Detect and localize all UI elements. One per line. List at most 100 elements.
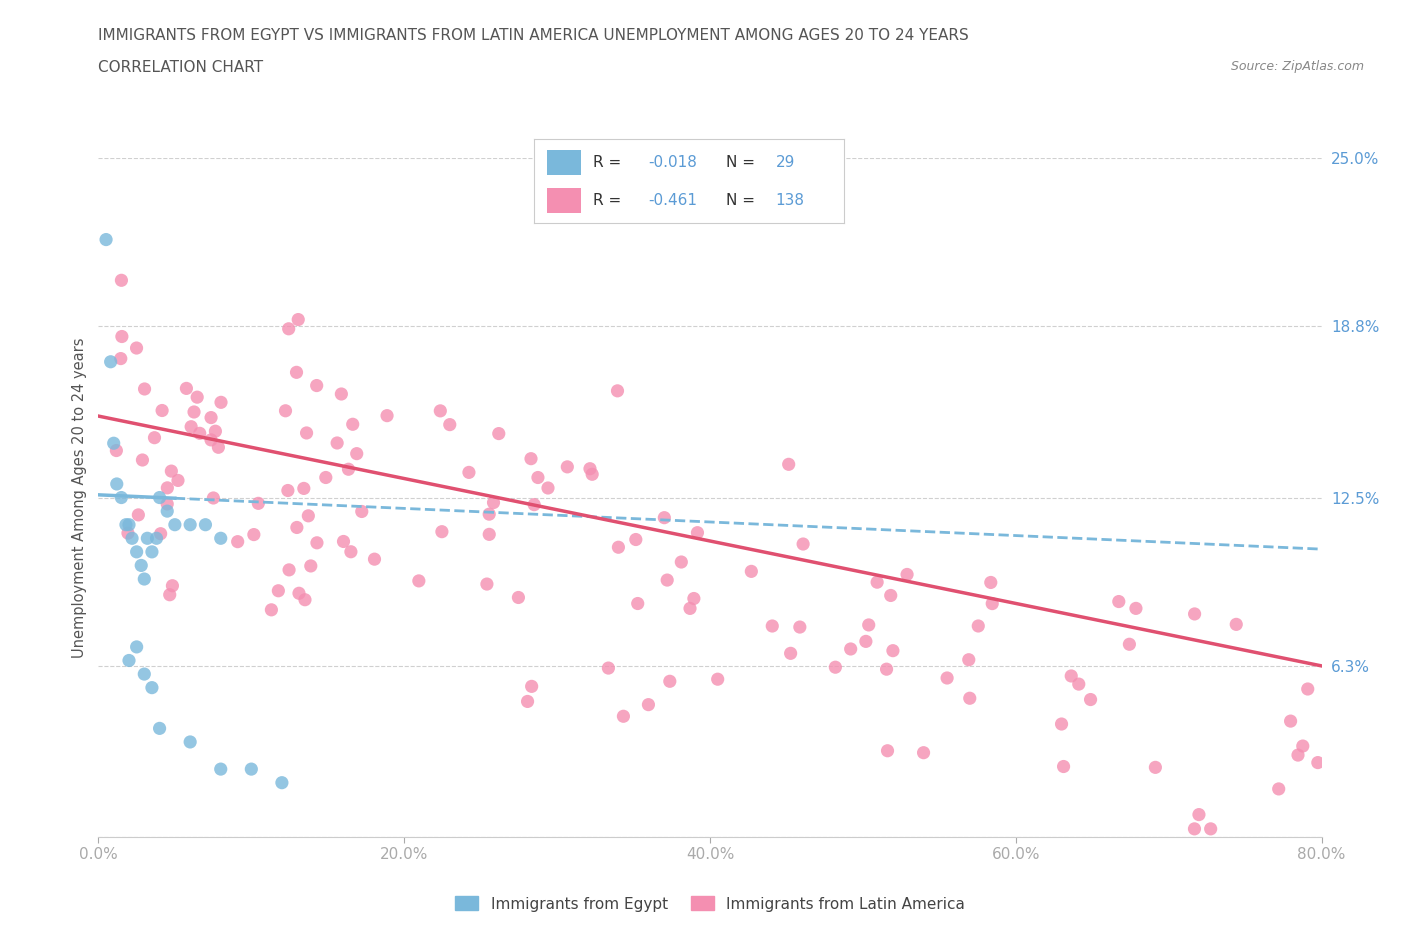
Point <box>117 525 139 540</box>
Point <box>277 322 299 337</box>
Point <box>277 483 299 498</box>
Point <box>478 507 501 522</box>
Point <box>779 646 801 661</box>
Point <box>1286 748 1309 763</box>
Point <box>183 405 205 419</box>
Text: -0.018: -0.018 <box>648 154 697 169</box>
Text: N =: N = <box>725 154 755 169</box>
Point <box>105 443 128 458</box>
Point <box>118 653 141 668</box>
Point <box>127 508 149 523</box>
Point <box>111 329 134 344</box>
Point <box>131 453 153 468</box>
Point <box>607 539 630 554</box>
Point <box>624 532 647 547</box>
Point <box>209 531 232 546</box>
Point <box>226 534 249 549</box>
Bar <box>547 150 581 175</box>
Point <box>330 387 353 402</box>
Point <box>207 440 229 455</box>
Point <box>598 660 620 675</box>
Point <box>1184 821 1206 836</box>
Point <box>350 504 373 519</box>
Point <box>516 694 538 709</box>
Point <box>1306 755 1329 770</box>
Point <box>297 509 319 524</box>
Point <box>292 481 315 496</box>
Point <box>458 465 481 480</box>
Point <box>288 586 311 601</box>
Point <box>141 544 163 559</box>
Point <box>557 459 579 474</box>
Point <box>260 603 283 618</box>
Point <box>1118 637 1140 652</box>
Point <box>342 417 364 432</box>
Point <box>579 461 602 476</box>
Point <box>1292 738 1315 753</box>
Point <box>299 559 322 574</box>
Point <box>305 536 328 551</box>
Point <box>876 743 898 758</box>
Point <box>332 534 354 549</box>
Point <box>967 618 990 633</box>
Point <box>194 517 217 532</box>
Point <box>683 591 706 606</box>
Legend: Immigrants from Egypt, Immigrants from Latin America: Immigrants from Egypt, Immigrants from L… <box>450 890 970 918</box>
Text: R =: R = <box>593 193 621 208</box>
Text: 29: 29 <box>776 154 794 169</box>
Point <box>156 497 179 512</box>
Point <box>959 691 981 706</box>
Point <box>855 634 877 649</box>
Point <box>858 618 880 632</box>
Point <box>1052 759 1074 774</box>
Point <box>105 476 128 491</box>
Point <box>657 573 679 588</box>
Point <box>209 762 232 777</box>
Point <box>145 531 167 546</box>
Point <box>876 662 898 677</box>
Point <box>209 395 232 410</box>
Point <box>520 451 543 466</box>
Point <box>408 574 430 589</box>
Point <box>1125 601 1147 616</box>
Point <box>671 554 693 569</box>
Text: CORRELATION CHART: CORRELATION CHART <box>98 60 263 75</box>
Point <box>134 381 156 396</box>
Point <box>1184 606 1206 621</box>
Point <box>1267 781 1289 796</box>
Point <box>706 671 728 686</box>
Point <box>295 426 318 441</box>
Point <box>1279 713 1302 728</box>
Point <box>430 525 453 539</box>
Text: Source: ZipAtlas.com: Source: ZipAtlas.com <box>1230 60 1364 73</box>
Text: IMMIGRANTS FROM EGYPT VS IMMIGRANTS FROM LATIN AMERICA UNEMPLOYMENT AMONG AGES 2: IMMIGRANTS FROM EGYPT VS IMMIGRANTS FROM… <box>98 28 969 43</box>
Point <box>204 424 226 439</box>
Point <box>94 232 117 247</box>
Y-axis label: Unemployment Among Ages 20 to 24 years: Unemployment Among Ages 20 to 24 years <box>72 338 87 658</box>
Point <box>315 470 337 485</box>
Point <box>439 418 461 432</box>
Point <box>129 558 152 573</box>
Point <box>134 572 156 587</box>
Point <box>740 564 762 578</box>
Point <box>824 659 846 674</box>
Point <box>294 592 316 607</box>
Point <box>285 520 308 535</box>
Point <box>136 531 159 546</box>
Point <box>478 527 501 542</box>
Point <box>337 462 360 477</box>
Point <box>375 408 398 423</box>
Point <box>160 464 183 479</box>
Point <box>936 671 959 685</box>
Point <box>176 381 198 396</box>
Point <box>270 776 292 790</box>
Point <box>340 544 363 559</box>
Point <box>1050 717 1073 732</box>
Point <box>180 419 202 434</box>
Point <box>200 432 222 447</box>
Point <box>103 436 125 451</box>
Point <box>527 470 550 485</box>
Point <box>202 490 225 505</box>
Point <box>652 511 675 525</box>
Point <box>141 680 163 695</box>
